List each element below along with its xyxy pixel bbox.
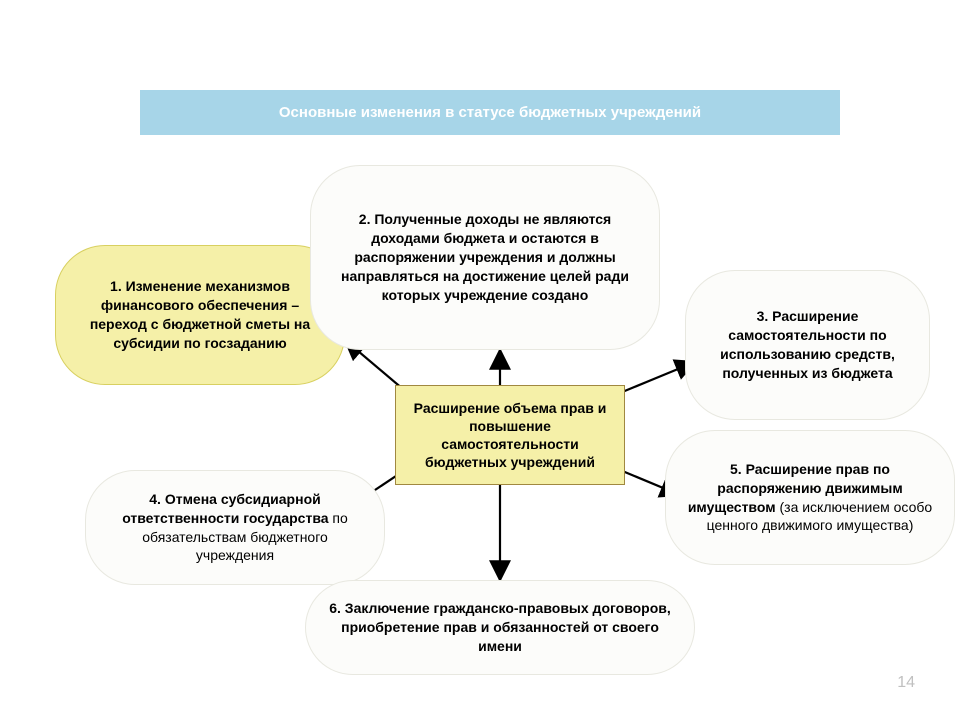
node-6: 6. Заключение гражданско-правовых догово… xyxy=(305,580,695,675)
title-text: Основные изменения в статусе бюджетных у… xyxy=(279,104,701,121)
center-text: Расширение объема прав и повышение самос… xyxy=(404,399,616,472)
node-2: 2. Полученные доходы не являются доходам… xyxy=(310,165,660,350)
node-2-text: 2. Полученные доходы не являются доходам… xyxy=(327,210,643,304)
node-3-text: 3. Расширение самостоятельности по испол… xyxy=(702,307,913,383)
node-5: 5. Расширение прав по распоряжению движи… xyxy=(665,430,955,565)
node-5-text: 5. Расширение прав по распоряжению движи… xyxy=(682,460,938,536)
center-box: Расширение объема прав и повышение самос… xyxy=(395,385,625,485)
node-3: 3. Расширение самостоятельности по испол… xyxy=(685,270,930,420)
node-1: 1. Изменение механизмов финансового обес… xyxy=(55,245,345,385)
node-4: 4. Отмена субсидиарной ответственности г… xyxy=(85,470,385,585)
node-4-text: 4. Отмена субсидиарной ответственности г… xyxy=(102,490,368,566)
title-bar: Основные изменения в статусе бюджетных у… xyxy=(140,90,840,135)
node-6-text: 6. Заключение гражданско-правовых догово… xyxy=(322,599,678,656)
page-number: 14 xyxy=(897,674,915,692)
node-1-text: 1. Изменение механизмов финансового обес… xyxy=(72,277,328,353)
